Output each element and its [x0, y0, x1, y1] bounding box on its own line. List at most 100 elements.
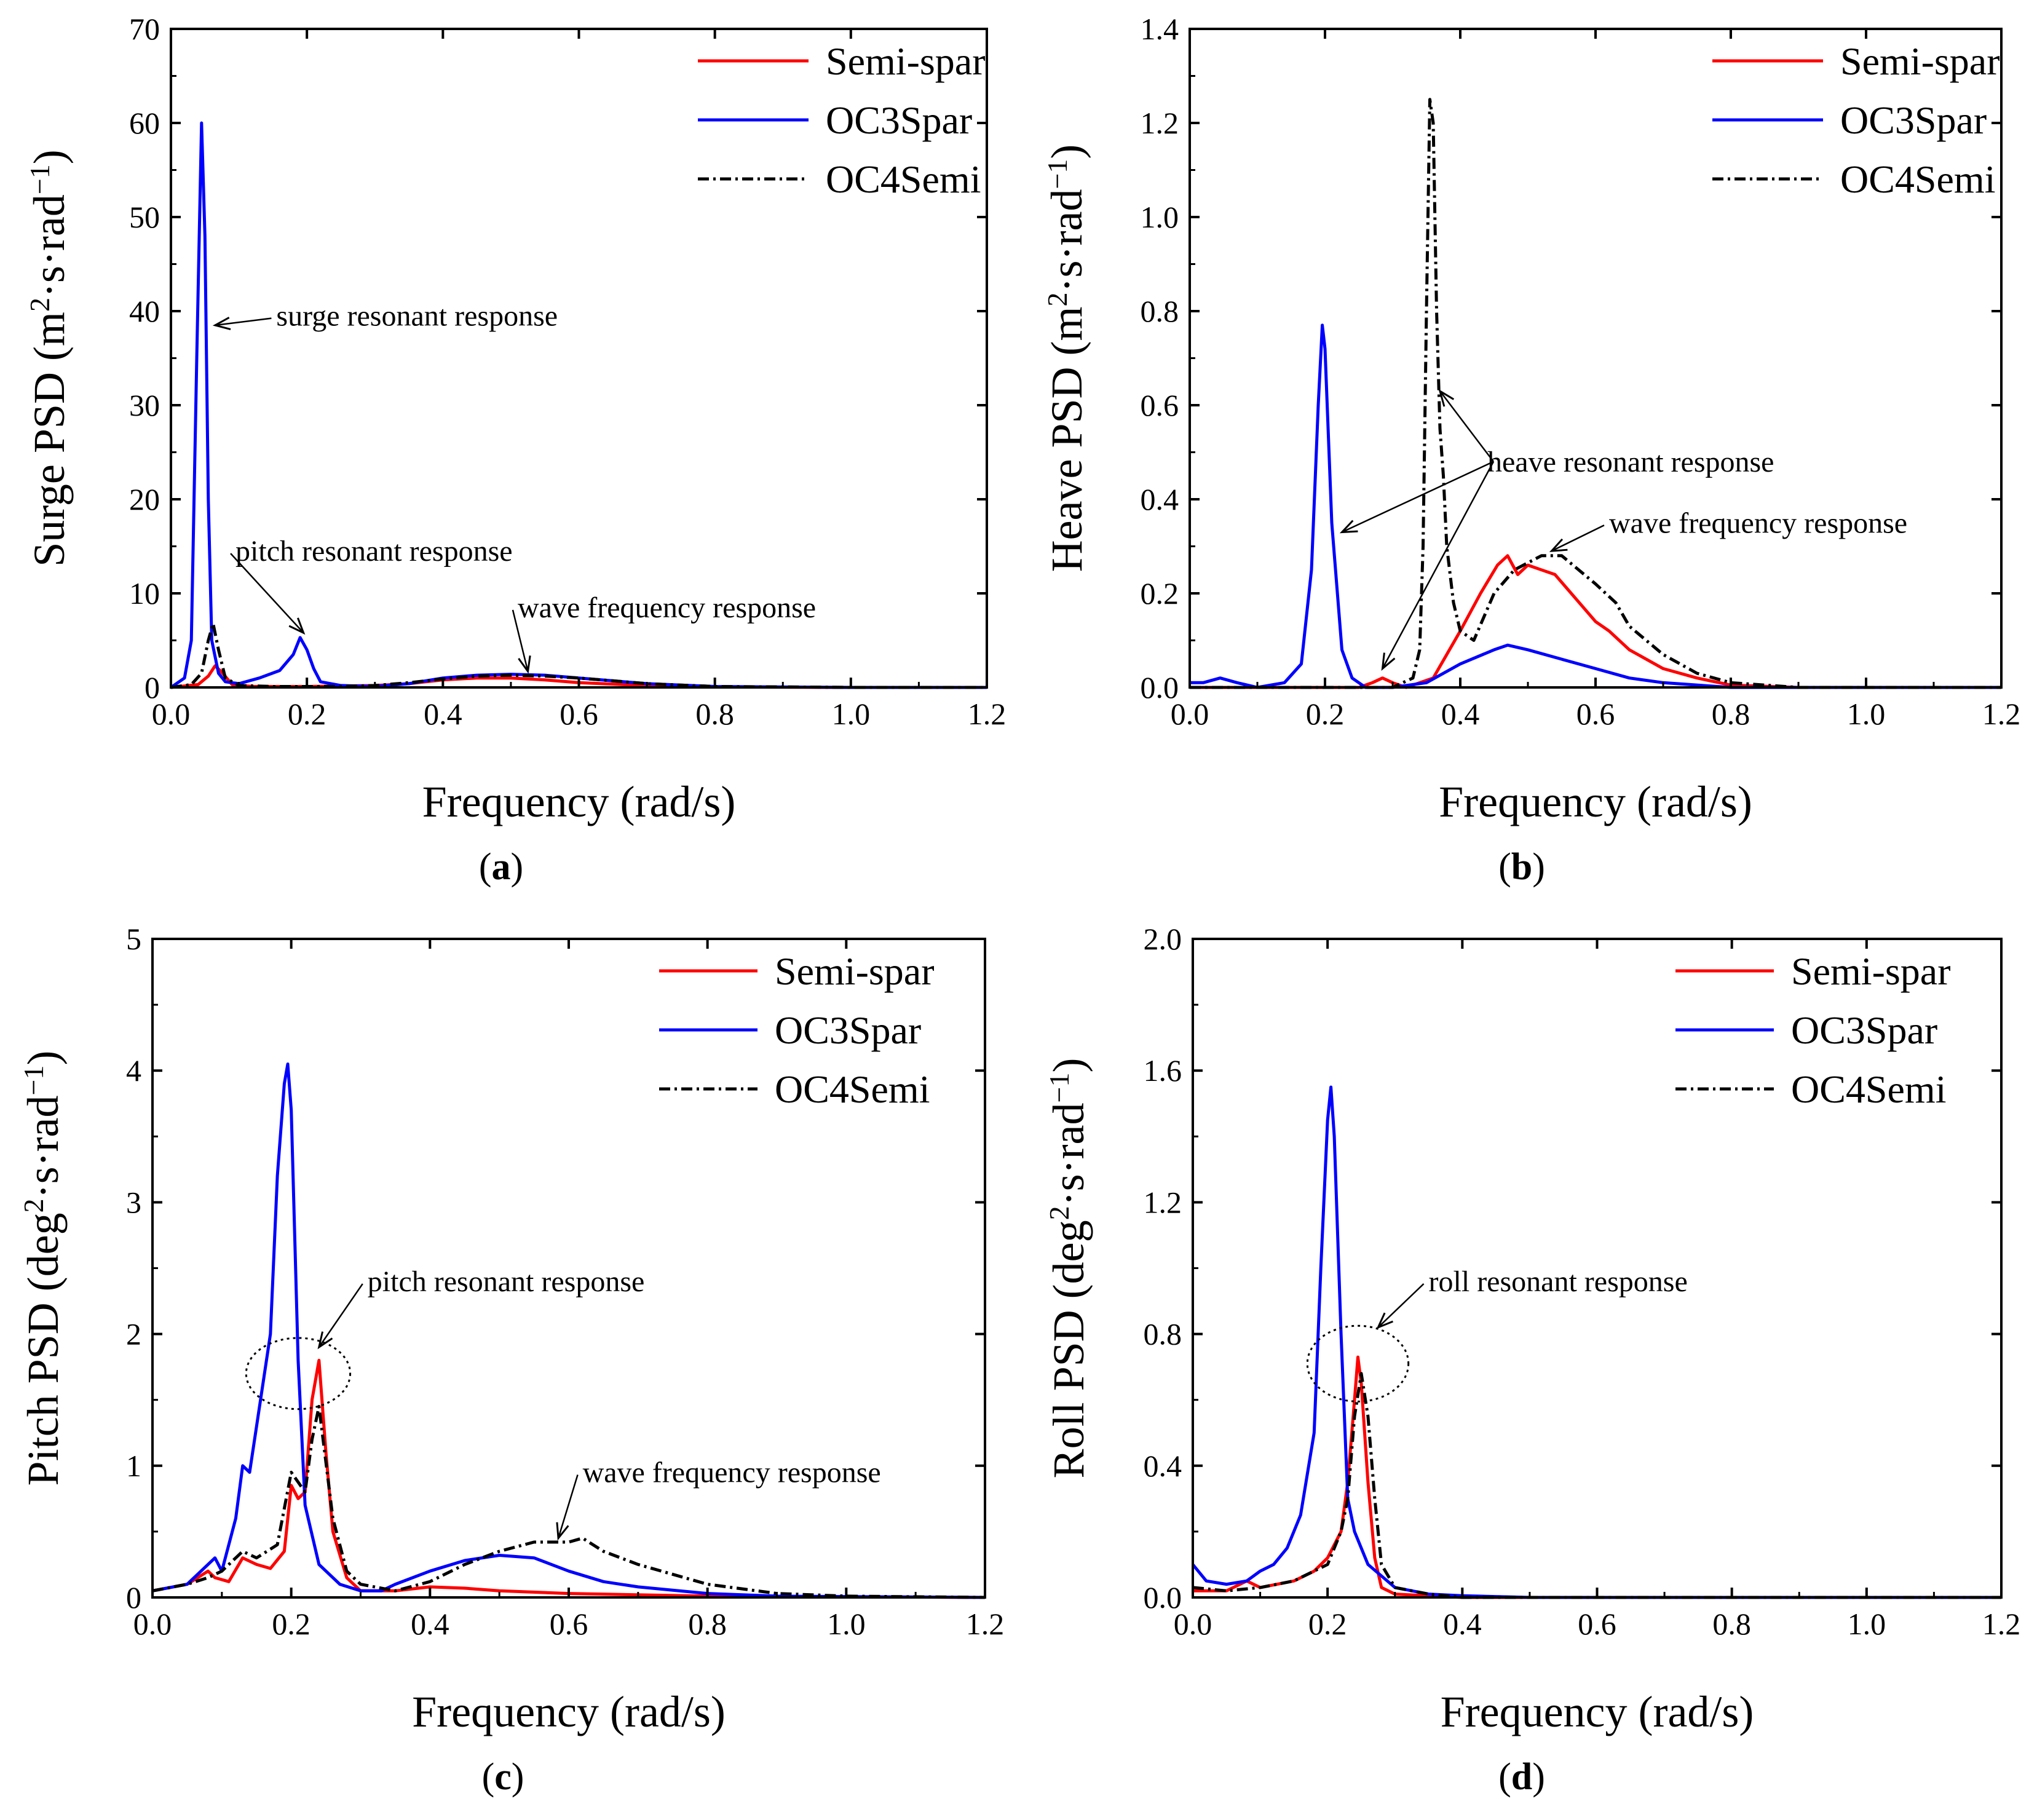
series-line-semi-spar — [1190, 554, 2001, 689]
annotation-arrow-head — [518, 655, 531, 674]
legend-label: OC3Spar — [1791, 1008, 1937, 1052]
annotation-text: wave frequency response — [518, 592, 816, 624]
y-tick-label: 0.0 — [1144, 1580, 1182, 1615]
x-tick-label: 0.0 — [1174, 1607, 1212, 1641]
annotation-arrow-head — [1339, 520, 1358, 534]
y-tick-label: 0.6 — [1141, 388, 1179, 422]
annotation-text: wave frequency response — [1609, 507, 1907, 539]
x-tick-label: 1.2 — [1982, 697, 2021, 731]
x-axis-label: Frequency (rad/s) — [422, 777, 736, 826]
panel-label: (c) — [482, 1756, 524, 1798]
annotation-arrow — [1439, 390, 1494, 462]
legend-label: Semi-spar — [775, 949, 935, 993]
x-tick-label: 0.2 — [1308, 1607, 1347, 1641]
y-tick-label: 3 — [126, 1185, 141, 1219]
x-tick-label: 1.0 — [1847, 697, 1886, 731]
x-tick-label: 0.0 — [152, 697, 191, 731]
y-tick-label: 2.0 — [1144, 922, 1182, 956]
y-tick-label: 0.2 — [1141, 576, 1179, 611]
annotation-arrow-head — [1549, 538, 1568, 552]
series-line-oc4semi — [1192, 1372, 2001, 1599]
x-tick-label: 0.0 — [1171, 697, 1209, 731]
legend-label: OC4Semi — [1840, 157, 1995, 201]
y-tick-label: 0.4 — [1141, 482, 1179, 516]
y-tick-label: 30 — [129, 388, 160, 422]
annotation-arrow-head — [288, 617, 306, 635]
annotation-ellipse — [1306, 1324, 1410, 1403]
y-tick-label: 70 — [129, 12, 160, 46]
y-tick-label: 0.4 — [1144, 1449, 1182, 1483]
chart-panel-b: 0.0 0.2 0.4 0.6 0.8 1.0 1.2 0.0 0.2 0.4 0.6 0.8 1.0 1… — [1042, 12, 2020, 888]
y-tick-label: 1 — [126, 1449, 141, 1483]
legend-label: OC4Semi — [826, 157, 981, 201]
x-tick-label: 1.0 — [827, 1607, 866, 1641]
x-tick-label: 0.8 — [688, 1607, 727, 1641]
y-tick-label: 60 — [129, 106, 160, 140]
annotation-text: pitch resonant response — [368, 1265, 645, 1298]
x-tick-label: 0.6 — [1576, 697, 1615, 731]
y-tick-label: 0.8 — [1141, 294, 1179, 328]
y-tick-label: 20 — [129, 482, 160, 516]
annotation-text: wave frequency response — [583, 1457, 881, 1489]
annotation-arrow — [1382, 461, 1495, 669]
series-line-oc4semi — [170, 622, 987, 689]
chart-panel-d: 0.0 0.2 0.4 0.6 0.8 1.0 1.2 0.0 0.4 0.8 1.2 1.6 2.0 F… — [1043, 922, 2020, 1798]
x-tick-label: 0.6 — [550, 1607, 588, 1641]
series-line-semi-spar — [152, 1358, 986, 1599]
x-tick-label: 0.8 — [1712, 1607, 1751, 1641]
y-tick-label: 1.0 — [1141, 200, 1179, 234]
chart-panel-a: 0.0 0.2 0.4 0.6 0.8 1.0 1.2 0 10 20 30 40 50 60 70 Freq… — [24, 12, 1006, 888]
y-tick-label: 0.0 — [1141, 670, 1179, 705]
x-tick-label: 0.8 — [695, 697, 734, 731]
annotation-arrow-head — [556, 1522, 569, 1541]
annotation-arrow — [1341, 461, 1494, 533]
x-tick-label: 1.2 — [968, 697, 1007, 731]
x-axis-label: Frequency (rad/s) — [412, 1687, 726, 1736]
annotation-text: heave resonant response — [1487, 446, 1774, 478]
y-tick-label: 0.8 — [1144, 1317, 1182, 1351]
y-tick-label: 1.2 — [1141, 106, 1179, 140]
x-tick-label: 0.4 — [1443, 1607, 1482, 1641]
series-line-oc4semi — [152, 1404, 986, 1599]
annotation-arrow-head — [1381, 652, 1396, 671]
x-tick-label: 1.2 — [1982, 1607, 2021, 1641]
panel-label: (a) — [479, 846, 523, 888]
y-axis-label: Heave PSD (m2·s·rad−1) — [1042, 144, 1091, 572]
x-tick-label: 0.2 — [288, 697, 326, 731]
legend-label: OC3Spar — [1840, 98, 1987, 142]
annotation-arrow-head — [1438, 389, 1455, 407]
annotation-arrow-head — [1376, 1312, 1394, 1329]
y-tick-label: 0 — [126, 1580, 141, 1615]
legend-label: OC3Spar — [775, 1008, 921, 1052]
annotation-arrow-head — [212, 317, 231, 331]
annotation-arrow — [1551, 524, 1605, 552]
y-tick-label: 10 — [129, 576, 160, 611]
x-tick-label: 0.4 — [1441, 697, 1480, 731]
panel-label: (d) — [1498, 1756, 1545, 1798]
annotation-arrow — [557, 1474, 579, 1538]
annotation-arrow-head — [317, 1331, 333, 1350]
y-tick-label: 1.6 — [1144, 1053, 1182, 1088]
annotation-arrow — [215, 317, 272, 326]
y-axis-label: Pitch PSD (deg2·s·rad−1) — [18, 1051, 68, 1486]
y-tick-label: 50 — [129, 200, 160, 234]
x-tick-label: 1.0 — [1848, 1607, 1886, 1641]
series-line-oc3spar — [152, 1062, 986, 1599]
x-tick-label: 0.4 — [411, 1607, 449, 1641]
panel-label: (b) — [1498, 846, 1545, 888]
annotation-arrow — [512, 609, 529, 672]
legend-label: Semi-spar — [1791, 949, 1951, 993]
x-axis-label: Frequency (rad/s) — [1439, 777, 1752, 826]
x-tick-label: 0.4 — [424, 697, 462, 731]
x-tick-label: 0.6 — [1578, 1607, 1616, 1641]
annotation-text: surge resonant response — [276, 300, 558, 333]
y-tick-label: 0 — [144, 670, 160, 705]
annotation-text: pitch resonant response — [235, 535, 513, 568]
x-tick-label: 0.2 — [1306, 697, 1345, 731]
x-tick-label: 0.8 — [1712, 697, 1750, 731]
legend-label: OC3Spar — [826, 98, 972, 142]
y-tick-label: 1.4 — [1141, 12, 1179, 46]
y-axis-label: Surge PSD (m2·s·rad−1) — [24, 149, 74, 567]
